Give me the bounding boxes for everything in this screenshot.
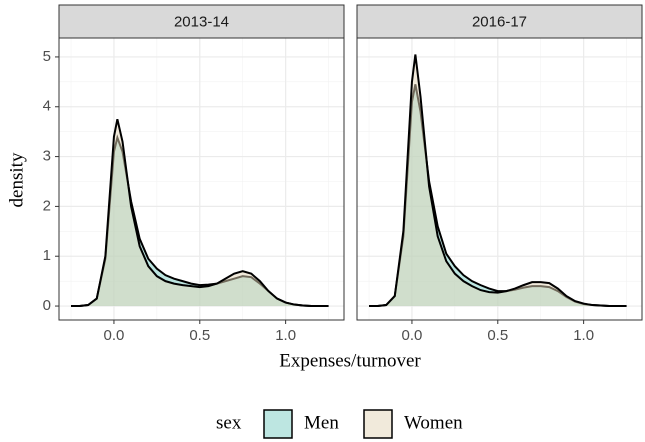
strip-label: 2013-14 xyxy=(174,13,229,30)
legend-swatch xyxy=(363,409,393,439)
x-tick-label: 0.5 xyxy=(487,327,508,344)
legend-title: sex xyxy=(216,412,242,433)
x-axis-label: Expenses/turnover xyxy=(279,350,421,371)
density-area xyxy=(369,54,627,307)
x-tick-label: 1.0 xyxy=(275,327,296,344)
strip xyxy=(356,4,643,39)
density-line xyxy=(71,118,329,308)
strip xyxy=(58,4,345,39)
density-line xyxy=(369,54,627,308)
y-tick-label: 4 xyxy=(43,98,51,115)
y-tick-label: 0 xyxy=(43,297,51,314)
y-tick-label: 5 xyxy=(43,48,51,65)
density-area xyxy=(71,119,329,307)
panel-border xyxy=(58,37,345,321)
y-axis-label: density xyxy=(6,152,27,207)
x-tick-label: 0.5 xyxy=(189,327,210,344)
legend-swatch xyxy=(263,409,293,439)
legend-label: Women xyxy=(404,412,463,433)
x-tick-label: 0.0 xyxy=(104,327,125,344)
x-tick-label: 0.0 xyxy=(402,327,423,344)
y-tick-label: 2 xyxy=(43,197,51,214)
legend-label: Men xyxy=(304,412,339,433)
panel-border xyxy=(356,37,643,321)
strip-label: 2016-17 xyxy=(472,13,527,30)
y-tick-label: 1 xyxy=(43,247,51,264)
y-tick-label: 3 xyxy=(43,148,51,165)
x-tick-label: 1.0 xyxy=(573,327,594,344)
